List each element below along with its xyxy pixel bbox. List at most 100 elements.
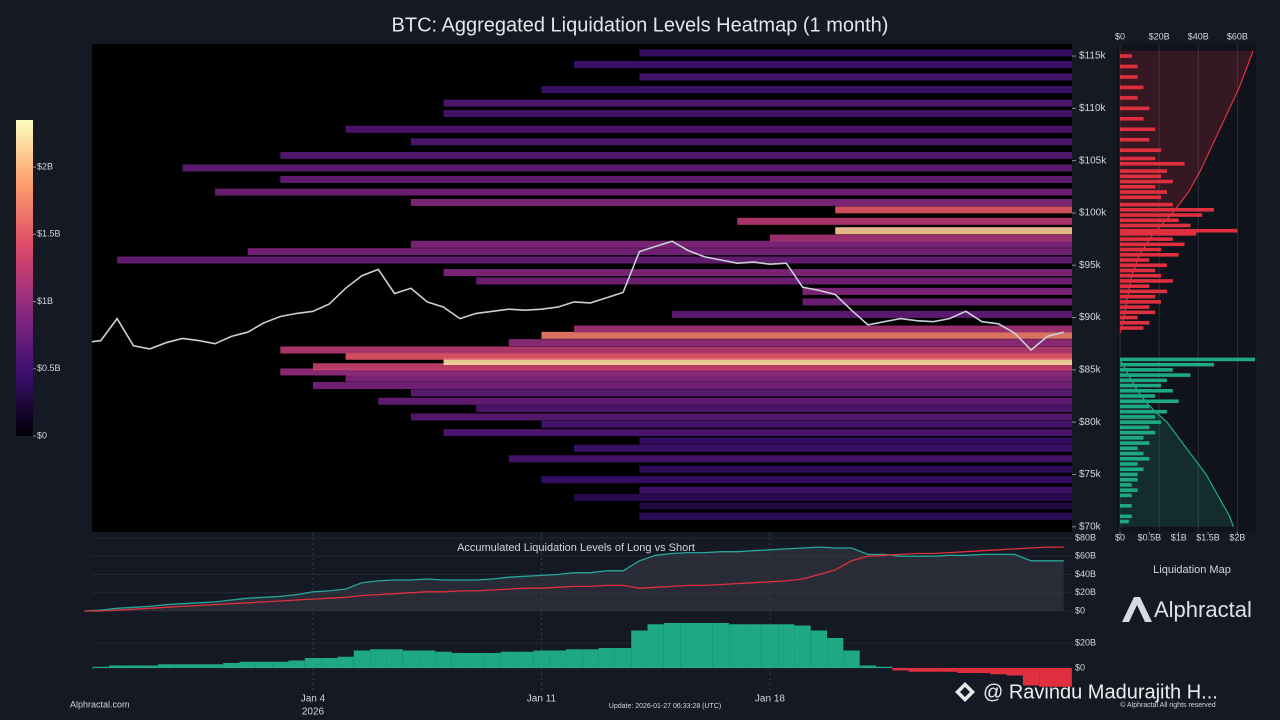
difference-bar: [157, 664, 175, 668]
series-line: [84, 546, 1064, 612]
difference-bar: [794, 625, 811, 668]
heat-band: [541, 331, 1072, 339]
liquidation-bar: [1120, 519, 1129, 524]
heat-band: [672, 310, 1072, 318]
liquidation-bar: [1120, 202, 1173, 207]
liquidation-bar: [1120, 472, 1138, 477]
heat-band: [117, 256, 1072, 264]
colorbar-label: $2B: [37, 161, 53, 171]
difference-bar: [712, 623, 730, 668]
y-tick-label: $80B: [1075, 532, 1096, 542]
liquidation-bar: [1120, 300, 1162, 304]
heat-band: [835, 227, 1072, 235]
heat-band: [541, 86, 1072, 94]
liquidation-bar: [1120, 85, 1144, 90]
difference-bar: [468, 653, 485, 668]
liquidation-bar: [1120, 310, 1156, 315]
difference-bar: [892, 668, 909, 671]
liquidation-bar: [1120, 218, 1179, 223]
liquidation-bar: [1120, 106, 1150, 111]
price-line: [92, 240, 1064, 352]
difference-bar: [533, 650, 550, 668]
liquidation-bar: [1120, 213, 1203, 217]
liquidation-bar: [1120, 420, 1162, 424]
difference-bar: [941, 668, 958, 672]
cumulative-area: [1120, 50, 1253, 334]
heat-band: [476, 405, 1072, 413]
difference-bar: [206, 664, 224, 668]
liquidation-bar: [1120, 190, 1167, 194]
x-tick-label: Jan 11: [527, 694, 557, 705]
difference-bar: [304, 658, 322, 668]
colorbar-label: $0: [37, 430, 47, 440]
difference-bar: [778, 624, 795, 668]
site-label: Alphractal.com: [70, 699, 130, 709]
y-tick-label: $0: [1075, 605, 1085, 615]
difference-bar: [223, 663, 240, 668]
watermark-text: @ Ravindu Madurajith H...: [983, 681, 1218, 703]
heat-band: [508, 339, 1072, 347]
liquidation-bar: [1120, 415, 1156, 419]
difference-bar: [761, 624, 779, 668]
liquidation-bar: [1120, 320, 1150, 325]
x-tick-label: Jan 4: [301, 694, 326, 705]
difference-bar: [1022, 668, 1040, 686]
liquidation-bar: [1120, 399, 1179, 404]
difference-bar: [631, 630, 648, 668]
heat-band: [215, 188, 1072, 196]
heat-band: [280, 368, 1072, 376]
cumulative-area: [1120, 359, 1234, 527]
heat-band: [410, 240, 1072, 248]
liquidation-bar: [1120, 289, 1167, 294]
liquidation-bar: [1120, 64, 1138, 69]
liquidation-map-area: [1117, 44, 1256, 532]
panel-title: Liquidation Map: [1153, 564, 1231, 576]
difference-bar: [973, 668, 991, 673]
x2-tick-label: $0: [1115, 31, 1125, 41]
difference-bar: [435, 651, 452, 668]
heat-band: [443, 429, 1072, 437]
colorbar: [16, 120, 33, 436]
liquidation-bar: [1120, 208, 1214, 212]
heat-band: [574, 60, 1072, 68]
heat-band: [574, 493, 1072, 501]
difference-bar: [419, 650, 436, 668]
difference-bar: [957, 668, 974, 673]
difference-bar: [272, 661, 289, 668]
liquidation-bar: [1120, 273, 1162, 278]
x-tick-label: Jan 18: [755, 694, 785, 705]
liquidation-bar: [1120, 477, 1138, 482]
difference-bar: [370, 649, 387, 668]
heat-band: [410, 138, 1072, 146]
heat-band: [345, 352, 1072, 360]
liquidation-bar: [1120, 96, 1138, 100]
watermark-icon: [955, 682, 975, 702]
area-fill: [84, 547, 1064, 611]
heat-band: [280, 346, 1072, 354]
colorbar-label: $1B: [37, 296, 53, 306]
difference-bar: [810, 630, 828, 668]
chart-title: BTC: Aggregated Liquidation Levels Heatm…: [392, 14, 889, 36]
colorbar-label: $1.5B: [37, 229, 61, 239]
watermark: @ Ravindu Madurajith H...: [955, 681, 1218, 703]
y-tick-label: $105k: [1079, 155, 1107, 166]
x2-tick-label: $20B: [1149, 31, 1170, 41]
x-tick-label: $0: [1115, 532, 1125, 542]
difference-bar: [598, 648, 615, 668]
liquidation-bar: [1120, 373, 1191, 377]
heat-band: [443, 357, 1072, 365]
liquidation-bar: [1120, 75, 1138, 79]
difference-bar: [876, 666, 893, 668]
liquidation-bar: [1120, 493, 1132, 498]
liquidation-bar: [1120, 409, 1167, 414]
liquidation-bar: [1120, 514, 1132, 519]
difference-bar: [516, 651, 534, 668]
liquidation-bar: [1120, 383, 1162, 388]
difference-bar: [337, 656, 354, 668]
liquidation-bar: [1120, 357, 1255, 362]
liquidation-bar: [1120, 430, 1156, 435]
difference-bar: [1055, 668, 1072, 687]
y-tick-label: $90k: [1079, 312, 1102, 323]
